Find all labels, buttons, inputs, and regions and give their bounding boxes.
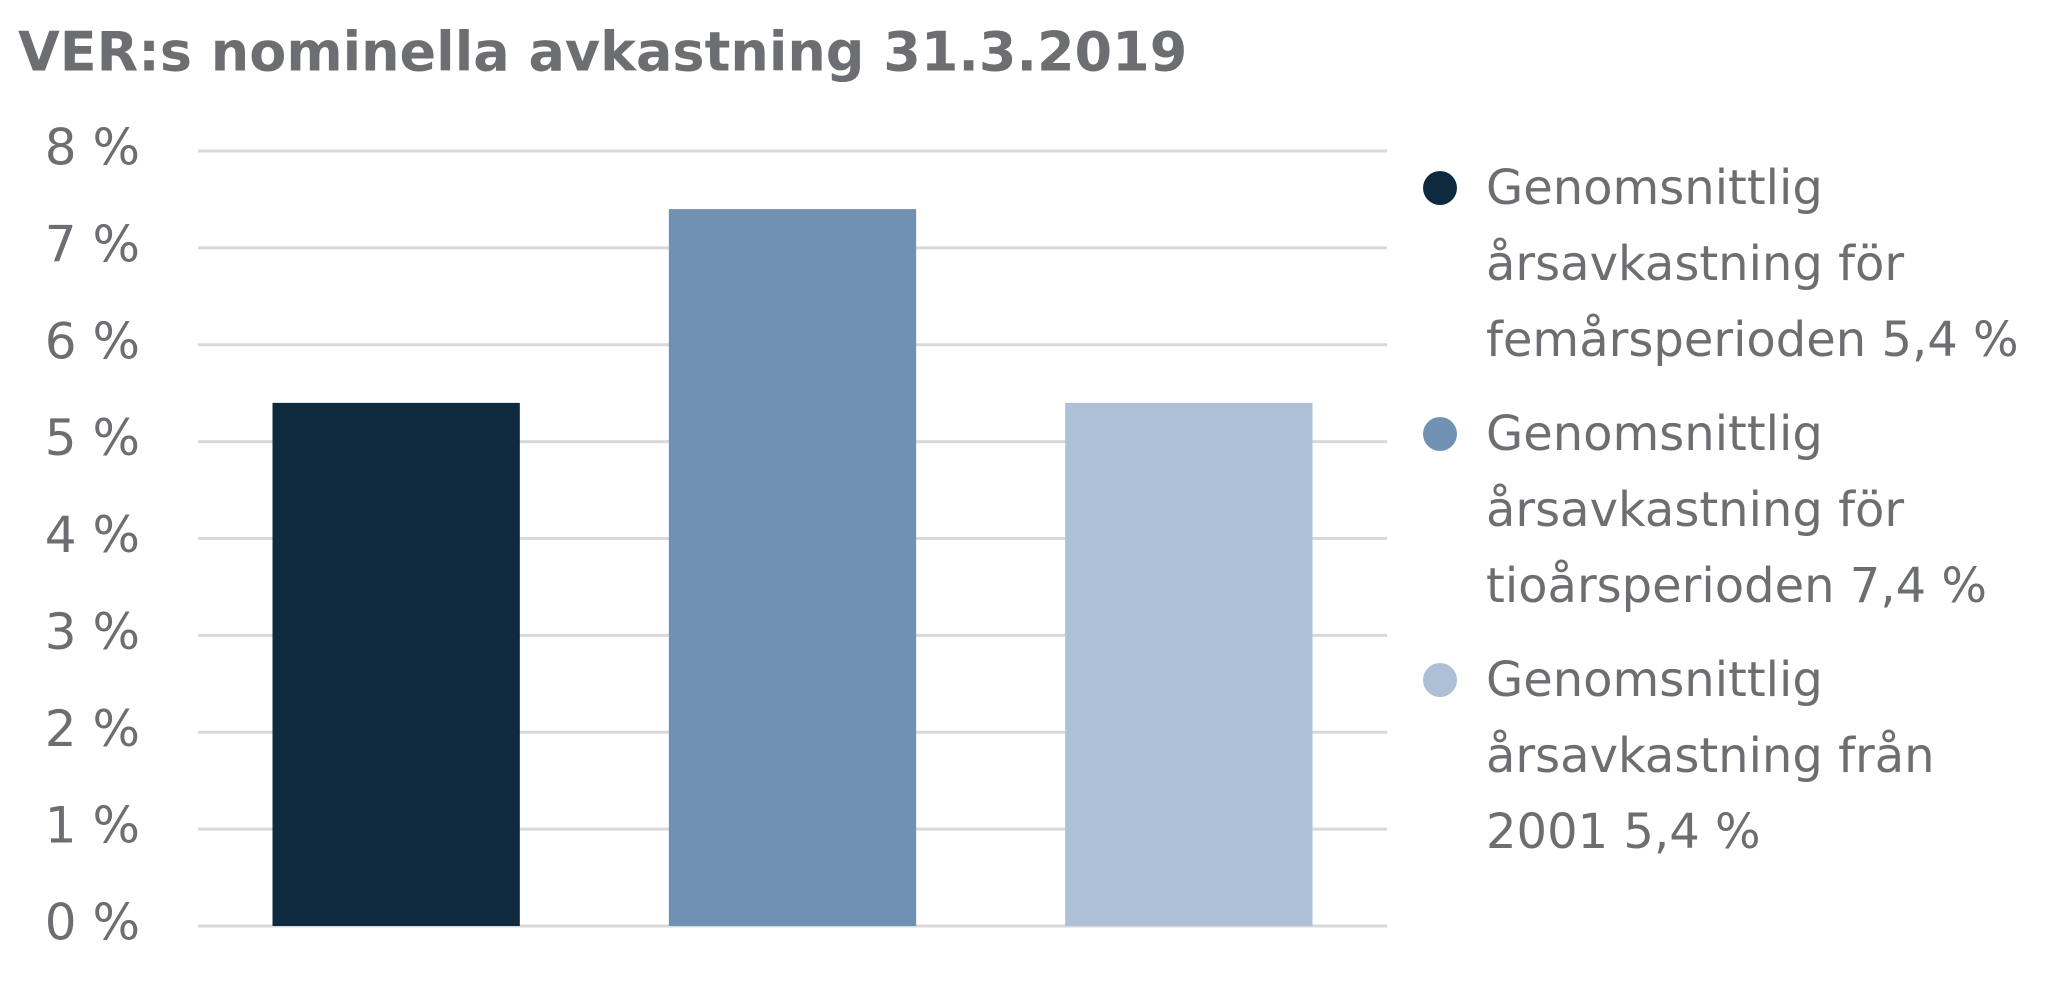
y-tick-label: 2 % [45,700,140,758]
bar [1065,402,1313,926]
legend-label: Genomsnittlig årsavkastning från 2001 5,… [1486,652,1935,860]
y-tick-label: 0 % [45,894,140,952]
y-tick-label: 1 % [45,797,140,855]
y-tick-label: 3 % [45,603,140,661]
legend-swatch [1423,417,1457,451]
y-tick-label: 5 % [45,409,140,467]
chart-title: VER:s nominella avkastning 31.3.2019 [18,21,1187,84]
y-tick-label: 8 % [45,119,140,177]
bar [668,209,917,926]
legend-label: Genomsnittlig årsavkastning för femårspe… [1486,160,2019,368]
legend-swatch [1423,663,1457,697]
legend-swatch [1423,171,1457,205]
legend-item: Genomsnittlig årsavkastning från 2001 5,… [1420,642,2050,870]
y-tick-label: 4 % [45,506,140,564]
y-tick-label: 7 % [45,215,140,273]
legend-item: Genomsnittlig årsavkastning för femårspe… [1420,150,2050,378]
legend: Genomsnittlig årsavkastning för femårspe… [1420,150,2050,888]
legend-label: Genomsnittlig årsavkastning för tioårspe… [1486,406,1987,614]
y-tick-label: 6 % [45,312,140,370]
bar [272,402,520,926]
legend-item: Genomsnittlig årsavkastning för tioårspe… [1420,396,2050,624]
